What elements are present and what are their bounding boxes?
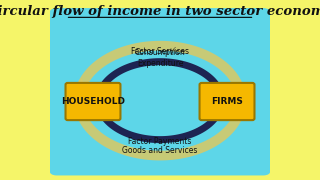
Text: Factor Payments: Factor Payments bbox=[128, 137, 192, 146]
Text: Consumption
Expenditure: Consumption Expenditure bbox=[135, 48, 185, 68]
Text: FIRMS: FIRMS bbox=[211, 97, 243, 106]
Text: Circular flow of income in two sector economy: Circular flow of income in two sector ec… bbox=[0, 5, 320, 18]
Text: Factor Services: Factor Services bbox=[131, 46, 189, 55]
FancyBboxPatch shape bbox=[200, 83, 254, 120]
FancyBboxPatch shape bbox=[66, 83, 120, 120]
Text: HOUSEHOLD: HOUSEHOLD bbox=[61, 97, 125, 106]
FancyBboxPatch shape bbox=[48, 7, 272, 177]
Text: Goods and Services: Goods and Services bbox=[122, 146, 198, 155]
